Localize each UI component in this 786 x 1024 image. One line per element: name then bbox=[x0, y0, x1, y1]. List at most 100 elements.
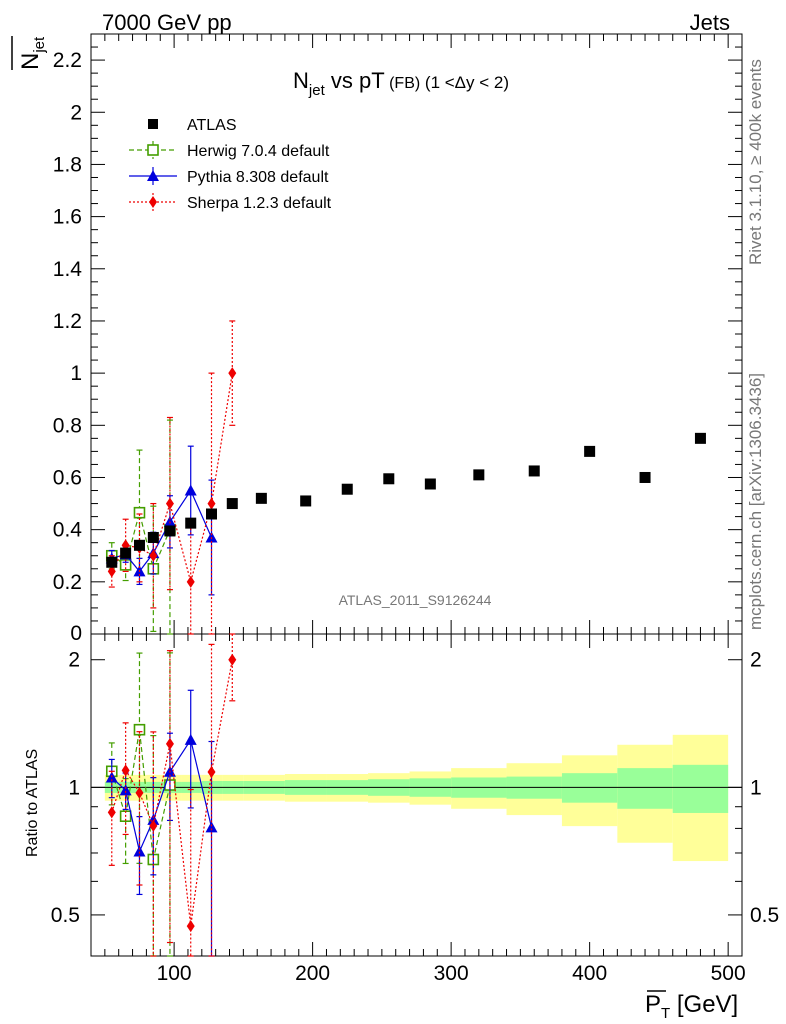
title-subscript: jet bbox=[308, 82, 326, 99]
data-point bbox=[133, 506, 146, 519]
x-tick-label: 300 bbox=[434, 962, 469, 985]
ratio-point bbox=[149, 819, 158, 832]
data-point bbox=[184, 484, 197, 496]
legend-label: ATLAS bbox=[187, 117, 237, 134]
xlabel-main: P bbox=[645, 991, 661, 1018]
ratio-y-tick-label: 2 bbox=[68, 649, 80, 672]
y-tick-label: 0.2 bbox=[53, 571, 82, 594]
ratio-point bbox=[205, 821, 218, 833]
title-rest: vs pT bbox=[325, 68, 385, 93]
y-tick-label: 1.8 bbox=[53, 153, 82, 176]
title-main: N bbox=[293, 68, 309, 93]
xlabel-subscript: T bbox=[661, 1005, 670, 1022]
data-point bbox=[163, 515, 176, 527]
ratio-point bbox=[184, 733, 197, 745]
y-tick-label: 2 bbox=[70, 101, 82, 124]
y-tick-label: 0.6 bbox=[53, 466, 82, 489]
y-tick-label: 1.4 bbox=[53, 258, 83, 281]
ratio-point bbox=[228, 653, 237, 666]
data-point bbox=[147, 531, 159, 543]
ratio-point bbox=[133, 845, 146, 857]
y-tick-label: 1.6 bbox=[53, 206, 82, 229]
ratio-y-tick-label: 0.5 bbox=[51, 904, 80, 927]
ratio-point bbox=[119, 784, 132, 796]
ratio-y-tick-label: 1 bbox=[68, 776, 80, 799]
ratio-line bbox=[111, 659, 233, 927]
ratio-uncertainty-bands bbox=[104, 734, 729, 862]
series-sherpa bbox=[107, 320, 237, 957]
svg-text:Njet: Njet bbox=[17, 36, 48, 70]
data-point bbox=[300, 495, 312, 507]
x-tick-label: 400 bbox=[572, 962, 607, 985]
series-atlas bbox=[106, 432, 706, 568]
y-axis-label-ratio: Ratio to ATLAS bbox=[24, 749, 41, 857]
legend-marker bbox=[147, 170, 159, 181]
x-tick-label: 100 bbox=[157, 962, 192, 985]
legend-label: Sherpa 1.2.3 default bbox=[187, 195, 332, 212]
title-fb: (FB) bbox=[385, 75, 421, 92]
analysis-watermark: ATLAS_2011_S9126244 bbox=[339, 592, 492, 608]
data-point bbox=[133, 539, 145, 551]
y-tick-label-zero: 0 bbox=[70, 622, 82, 645]
ratio-point bbox=[207, 765, 216, 778]
x-axis-label: PT [GeV] bbox=[645, 990, 738, 1022]
series-herwig bbox=[105, 419, 176, 957]
ratio-point bbox=[121, 764, 130, 777]
side-label-rivet: Rivet 3.1.10, ≥ 400k events bbox=[746, 59, 765, 265]
data-point bbox=[639, 471, 651, 483]
svg-text:PT [GeV]: PT [GeV] bbox=[645, 991, 738, 1022]
data-point bbox=[207, 497, 216, 510]
y-tick-label: 0.4 bbox=[53, 519, 83, 542]
ratio-point bbox=[147, 813, 160, 825]
data-point bbox=[584, 445, 596, 457]
header-energy-label: 7000 GeV pp bbox=[102, 10, 232, 35]
x-tick-label: 500 bbox=[711, 962, 746, 985]
legend-label: Pythia 8.308 default bbox=[187, 169, 329, 186]
y-tick-label: 0.8 bbox=[53, 414, 82, 437]
y-axis-label-main: Njet bbox=[11, 36, 48, 70]
legend: ATLAS Herwig 7.0.4 default Pythia 8.308 de… bbox=[129, 117, 332, 212]
data-point bbox=[226, 498, 238, 510]
ratio-point bbox=[107, 806, 116, 819]
legend-marker bbox=[147, 144, 159, 156]
title-range: (1 <Δy < 2) bbox=[420, 73, 509, 92]
data-point bbox=[205, 531, 218, 543]
plot-title: Njet vs pT (FB) (1 <Δy < 2) bbox=[293, 68, 509, 99]
y-tick-label: 2.2 bbox=[53, 49, 82, 72]
series-pythia bbox=[105, 445, 218, 957]
axis-ticks: 100 200 300 400 500 0.2 0.4 0.6 0.8 1 1.2 1.4 1.6 1.8… bbox=[51, 34, 779, 985]
data-point bbox=[228, 367, 237, 380]
series-layer bbox=[105, 320, 706, 957]
data-point bbox=[106, 556, 118, 568]
legend-marker bbox=[149, 196, 157, 208]
data-point bbox=[206, 508, 218, 520]
data-point bbox=[165, 497, 174, 510]
ylabel-main: N bbox=[17, 53, 44, 70]
data-point bbox=[528, 465, 540, 477]
data-point bbox=[120, 547, 132, 559]
data-point bbox=[107, 565, 116, 578]
band-inner bbox=[672, 764, 729, 813]
legend-label: Herwig 7.0.4 default bbox=[187, 143, 330, 160]
band-inner bbox=[617, 768, 673, 809]
ratio-y-tick-label-right: 2 bbox=[750, 649, 762, 672]
data-point bbox=[186, 575, 195, 588]
y-tick-label: 1 bbox=[70, 362, 82, 385]
ratio-point bbox=[135, 786, 144, 799]
ylabel-subscript: jet bbox=[31, 36, 48, 54]
data-point bbox=[185, 517, 197, 529]
band-inner bbox=[561, 773, 618, 803]
data-point bbox=[424, 478, 436, 490]
ratio-point bbox=[165, 737, 174, 750]
ratio-y-tick-label-right: 0.5 bbox=[750, 904, 779, 927]
data-point bbox=[341, 483, 353, 495]
ratio-panel-frame bbox=[90, 633, 743, 957]
data-point bbox=[255, 492, 267, 504]
side-label-mcplots: mcplots.cern.ch [arXiv:1306.3436] bbox=[746, 373, 765, 630]
ratio-point bbox=[186, 920, 195, 933]
ratio-y-tick-label-right: 1 bbox=[750, 776, 762, 799]
y-tick-label: 1.2 bbox=[53, 310, 82, 333]
ratio-point bbox=[133, 723, 146, 736]
legend-marker bbox=[148, 119, 158, 129]
